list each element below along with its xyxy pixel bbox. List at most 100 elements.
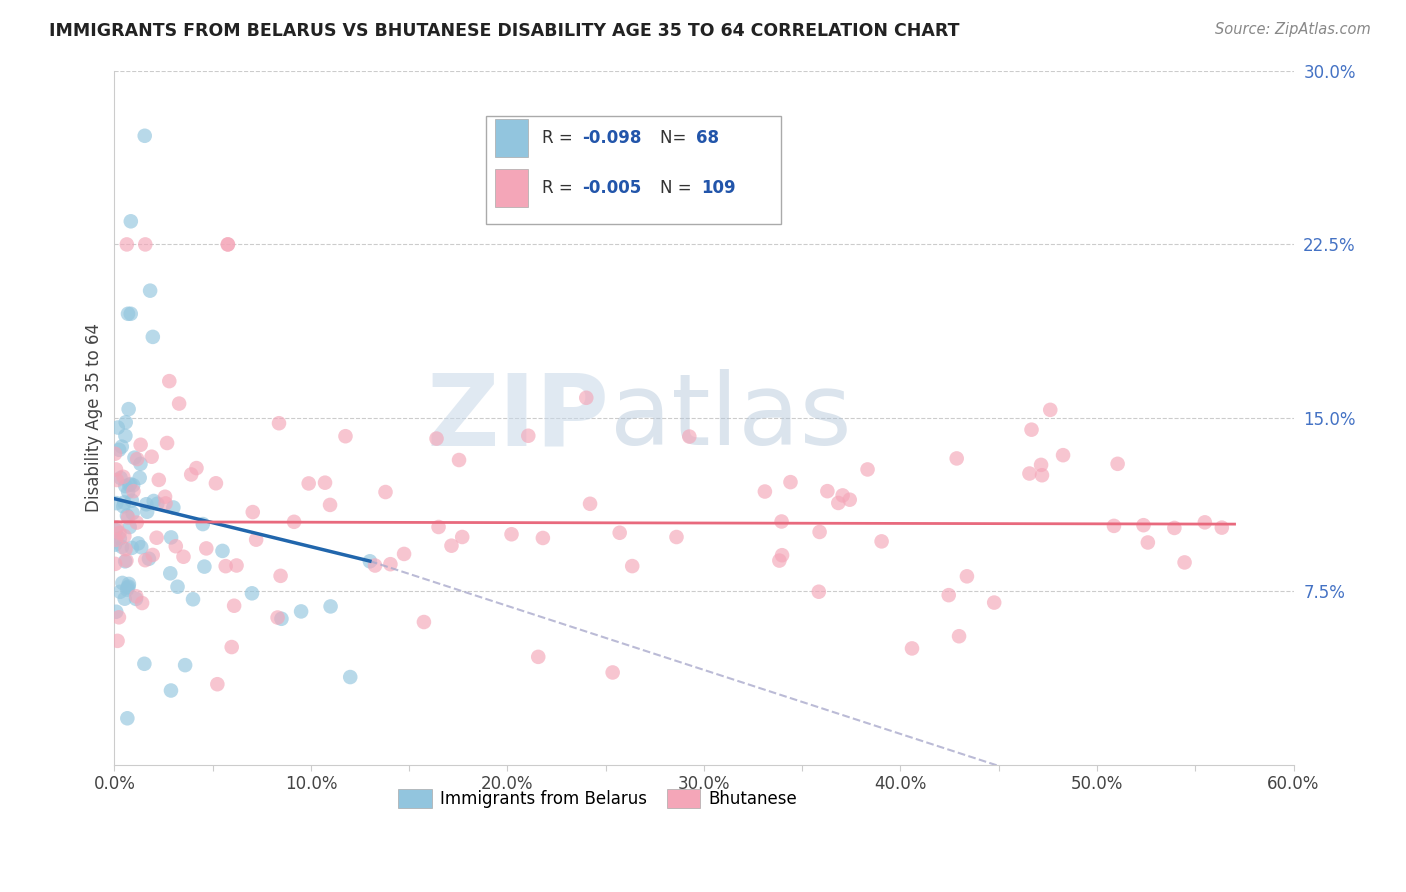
Point: [1163, 521, 1185, 535]
Point: [129, 457, 152, 471]
Point: [108, 442, 131, 457]
Point: [579, 497, 602, 511]
Point: [1174, 556, 1197, 570]
Point: [1107, 457, 1129, 471]
Point: [181, 592, 204, 607]
Point: [621, 559, 644, 574]
Point: [1132, 518, 1154, 533]
Point: [125, 589, 148, 603]
Point: [156, 436, 179, 450]
Point: [165, 539, 187, 553]
Point: [129, 540, 152, 554]
Point: [217, 237, 239, 252]
Point: [157, 374, 180, 388]
Point: [162, 500, 184, 515]
Point: [136, 505, 159, 519]
Point: [121, 541, 143, 555]
Point: [124, 450, 146, 465]
Point: [120, 307, 142, 321]
Point: [807, 584, 830, 599]
Point: [139, 284, 162, 298]
Text: 109: 109: [702, 179, 737, 197]
Point: [104, 557, 127, 571]
Point: [1102, 519, 1125, 533]
Point: [665, 530, 688, 544]
Point: [105, 533, 128, 547]
Point: [856, 462, 879, 476]
Point: [938, 588, 960, 602]
Point: [159, 566, 181, 581]
Point: [948, 629, 970, 643]
Point: [425, 432, 447, 446]
Point: [770, 515, 793, 529]
Point: [195, 541, 218, 556]
Point: [319, 498, 342, 512]
Point: [245, 533, 267, 547]
Point: [1211, 521, 1233, 535]
Point: [945, 451, 967, 466]
Point: [193, 559, 215, 574]
Point: [104, 447, 127, 461]
Point: [118, 577, 141, 591]
Point: [270, 612, 292, 626]
Point: [211, 544, 233, 558]
Point: [1136, 535, 1159, 549]
Point: [173, 549, 195, 564]
Point: [131, 596, 153, 610]
Point: [108, 610, 131, 624]
Point: [768, 553, 790, 567]
Point: [105, 473, 128, 487]
Text: 68: 68: [696, 129, 718, 147]
Point: [609, 525, 631, 540]
Point: [122, 484, 145, 499]
Point: [815, 484, 838, 499]
Point: [270, 569, 292, 583]
Point: [447, 453, 470, 467]
Point: [108, 584, 131, 599]
Point: [115, 553, 138, 567]
Point: [114, 554, 136, 568]
Point: [120, 214, 142, 228]
Point: [148, 473, 170, 487]
Point: [1018, 467, 1040, 481]
Point: [1194, 516, 1216, 530]
Point: [117, 581, 139, 595]
Point: [339, 670, 361, 684]
Point: [983, 596, 1005, 610]
Point: [114, 429, 136, 443]
Point: [240, 586, 263, 600]
Point: [451, 530, 474, 544]
Point: [117, 510, 139, 524]
Point: [114, 479, 136, 493]
Point: [135, 497, 157, 511]
Point: [808, 524, 831, 539]
Point: [115, 582, 138, 597]
Point: [128, 471, 150, 485]
Y-axis label: Disability Age 35 to 64: Disability Age 35 to 64: [86, 323, 103, 512]
Point: [138, 551, 160, 566]
Point: [117, 307, 139, 321]
Point: [117, 484, 139, 499]
Point: [374, 485, 396, 500]
Point: [901, 641, 924, 656]
Text: N =: N =: [661, 179, 697, 197]
Point: [180, 467, 202, 482]
Point: [122, 478, 145, 492]
Point: [155, 496, 177, 510]
Point: [117, 711, 139, 725]
Point: [160, 530, 183, 544]
Point: [142, 494, 165, 508]
Point: [290, 604, 312, 618]
Point: [956, 569, 979, 583]
Point: [117, 402, 139, 417]
Point: [142, 330, 165, 344]
Point: [242, 505, 264, 519]
Point: [602, 665, 624, 680]
Point: [127, 536, 149, 550]
Point: [501, 527, 523, 541]
Point: [298, 476, 321, 491]
Point: [115, 508, 138, 523]
Legend: Immigrants from Belarus, Bhutanese: Immigrants from Belarus, Bhutanese: [392, 782, 804, 815]
Point: [1029, 458, 1052, 472]
Point: [166, 580, 188, 594]
